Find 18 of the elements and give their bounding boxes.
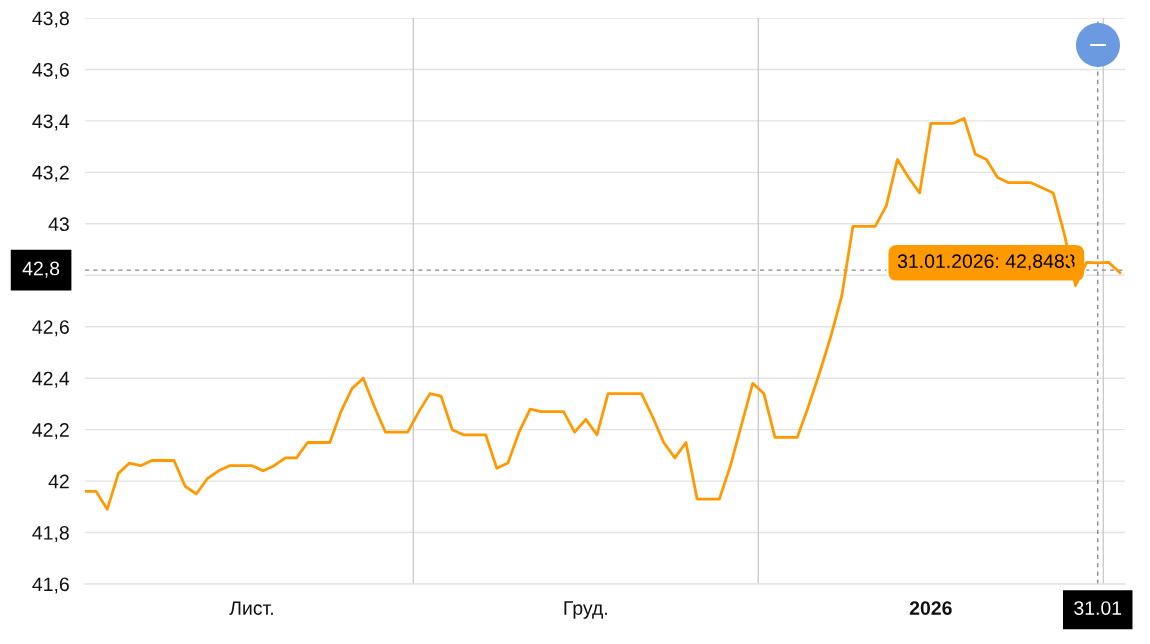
- y-tick-label: 43,4: [32, 114, 70, 131]
- y-tick-label: 42,2: [32, 423, 69, 440]
- y-tick-label: 42,6: [32, 320, 69, 337]
- x-tick-label: 2026: [909, 601, 952, 615]
- y-tick-label: 43,8: [32, 11, 69, 28]
- x-tick-label: 31.01: [1074, 601, 1122, 615]
- y-tick-label: 42,4: [32, 371, 70, 388]
- y-tick-label: 43,6: [32, 62, 69, 79]
- y-tick-label: 43: [48, 217, 69, 232]
- annotation: 31.01.2026: 42,8483: [897, 254, 1075, 271]
- ref-line-label: 42,8: [22, 261, 60, 278]
- y-tick-label: 42: [48, 474, 69, 489]
- y-tick-label: 41,6: [32, 577, 69, 594]
- x-tick-label: Груд.: [564, 601, 607, 619]
- x-tick-label: Лист.: [229, 601, 273, 615]
- y-tick-label: 41,8: [32, 526, 69, 543]
- line-series: [85, 116, 1122, 511]
- y-tick-label: 43,2: [32, 165, 69, 182]
